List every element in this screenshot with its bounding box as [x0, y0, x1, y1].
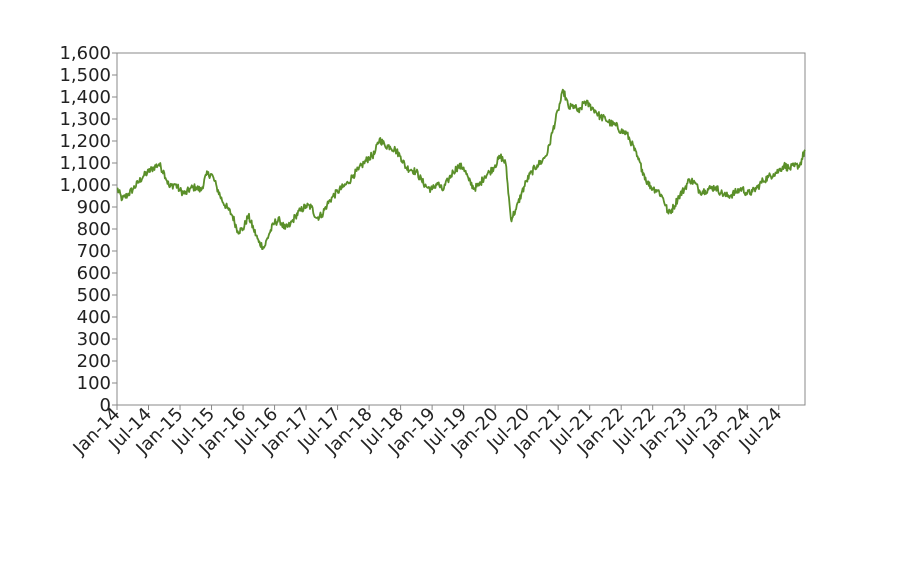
y-tick-label: 1,200 [59, 131, 111, 152]
y-tick-label: 1,500 [59, 65, 111, 86]
y-tick-label: 300 [77, 329, 111, 350]
y-tick-label: 200 [77, 351, 111, 372]
series-layer [116, 88, 806, 250]
y-tick-label: 0 [100, 395, 111, 416]
series-line [116, 88, 806, 250]
y-tick-label: 1,300 [59, 109, 111, 130]
y-tick-label: 1,100 [59, 153, 111, 174]
y-tick-label: 400 [77, 307, 111, 328]
y-tick-label: 1,400 [59, 87, 111, 108]
y-tick-label: 900 [77, 197, 111, 218]
plot-frame [116, 52, 806, 406]
y-tick-label: 100 [77, 373, 111, 394]
y-tick-label: 700 [77, 241, 111, 262]
y-tick-label: 1,000 [59, 175, 111, 196]
y-tick-label: 1,600 [59, 43, 111, 64]
x-axis: Jan-14Jul-14Jan-15Jul-15Jan-16Jul-16Jan-… [69, 404, 787, 460]
y-tick-label: 600 [77, 263, 111, 284]
y-axis: 01002003004005006007008009001,0001,1001,… [59, 43, 117, 416]
y-tick-label: 500 [77, 285, 111, 306]
y-tick-label: 800 [77, 219, 111, 240]
plot-area-border [116, 52, 806, 406]
